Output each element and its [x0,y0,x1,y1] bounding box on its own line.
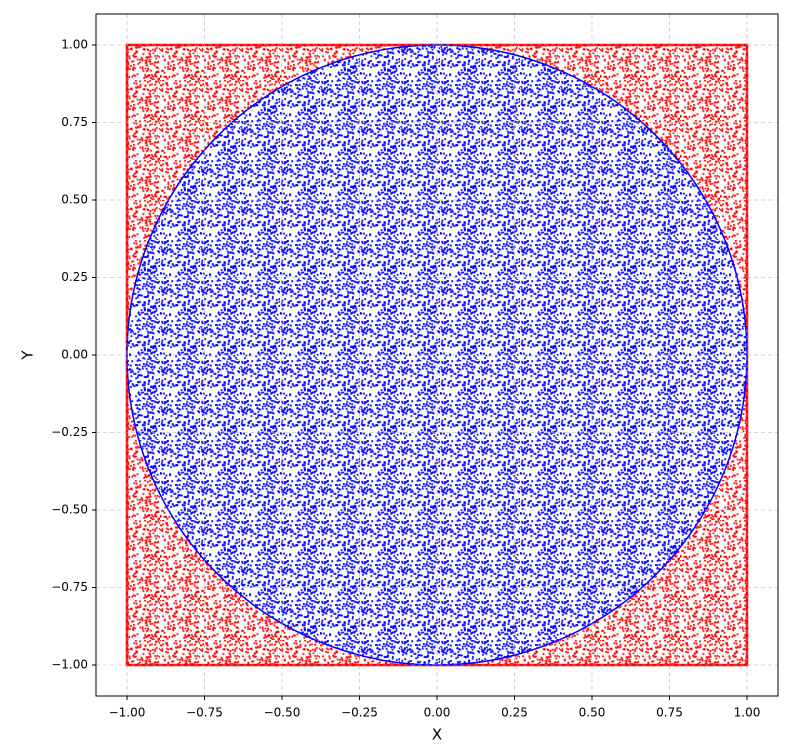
x-tick-label: 0.75 [656,706,683,720]
x-tick-label: −1.00 [109,706,146,720]
plot-frame [95,13,779,697]
y-tick-label: 1.00 [61,38,88,52]
y-axis-label: Y [19,350,37,361]
x-tick-label: −0.25 [341,706,378,720]
y-tick-label: −0.50 [51,503,88,517]
x-axis-label: X [432,726,442,744]
x-tick-label: 0.00 [424,706,451,720]
inside-region [126,44,748,666]
x-tick-label: −0.75 [186,706,223,720]
y-tick-label: 0.00 [61,348,88,362]
x-tick-label: 0.50 [579,706,606,720]
y-tick-label: −0.25 [51,425,88,439]
y-tick-label: 0.50 [61,193,88,207]
x-tick-label: 0.25 [501,706,528,720]
x-tick-label: −0.50 [264,706,301,720]
y-tick-label: −1.00 [51,658,88,672]
y-tick-label: −0.75 [51,580,88,594]
y-tick-label: 0.75 [61,115,88,129]
y-tick-label: 0.25 [61,270,88,284]
x-tick-label: 1.00 [734,706,761,720]
